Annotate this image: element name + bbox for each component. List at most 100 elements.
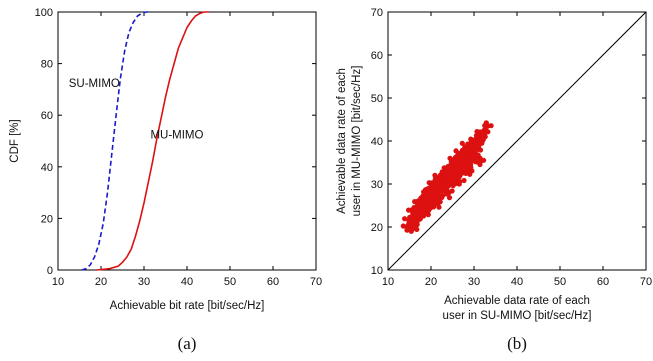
cdf-x-tick-label: 70 — [310, 276, 322, 288]
scatter-point — [444, 187, 450, 193]
scatter-point — [416, 212, 423, 218]
cdf-x-tick-label: 40 — [181, 276, 193, 288]
scatter-point — [465, 163, 471, 169]
scatter-point — [425, 208, 432, 214]
scatter-point — [414, 221, 420, 228]
scatter-point — [474, 129, 480, 135]
scatter-point — [443, 191, 449, 197]
scatter-point — [459, 147, 465, 153]
scatter-point — [474, 152, 480, 158]
scatter-point — [435, 178, 441, 185]
series-line-mu-mimo — [96, 11, 209, 271]
scatter-x-tick-label: 70 — [640, 276, 652, 288]
scatter-point — [437, 199, 443, 205]
scatter-point — [406, 225, 412, 231]
scatter-y-tick-label: 30 — [371, 179, 383, 191]
scatter-point — [439, 184, 445, 190]
scatter-point — [473, 133, 479, 139]
caption-b: (b) — [507, 334, 527, 353]
scatter-y-tick-label: 50 — [371, 93, 383, 105]
scatter-x-tick-label: 60 — [597, 276, 609, 288]
cdf-series-group — [81, 11, 209, 271]
scatter-point — [406, 207, 412, 213]
scatter-point — [410, 217, 416, 223]
scatter-y-tick-label: 60 — [371, 50, 383, 62]
scatter-point — [461, 177, 467, 184]
scatter-point — [441, 171, 447, 177]
scatter-point — [449, 188, 455, 194]
scatter-point — [472, 137, 478, 143]
scatter-point — [425, 186, 431, 192]
scatter-point — [447, 155, 453, 161]
cdf-ticks: 10 20 30 40 50 60 70 0 20 40 60 80 100 — [35, 7, 322, 288]
series-line-su-mimo — [81, 11, 151, 271]
scatter-point — [479, 130, 485, 136]
annotation-mu-mimo: MU-MIMO — [150, 129, 203, 141]
scatter-point — [459, 140, 465, 146]
scatter-point — [433, 199, 439, 205]
cdf-y-tick-label: 0 — [47, 265, 53, 277]
scatter-x-axis-label-line1: Achievable data rate of each — [444, 295, 590, 307]
scatter-x-tick-label: 30 — [468, 276, 480, 288]
scatter-point — [488, 123, 494, 129]
scatter-y-axis-label-line2: user in MU-MIMO [bit/sec/Hz] — [351, 66, 363, 217]
scatter-x-tick-label: 20 — [425, 276, 437, 288]
scatter-point — [468, 153, 474, 160]
scatter-ticks: 10 20 30 40 50 60 70 10 20 30 40 50 60 70 — [371, 7, 652, 288]
scatter-y-axis-label-line1: Achievable data rate of each — [336, 68, 348, 214]
cdf-y-tick-label: 40 — [41, 162, 53, 174]
scatter-point — [468, 136, 474, 142]
scatter-x-tick-label: 50 — [554, 276, 566, 288]
cdf-x-tick-label: 20 — [95, 276, 107, 288]
scatter-point — [447, 174, 454, 180]
scatter-point — [421, 212, 427, 218]
scatter-point — [400, 223, 406, 229]
scatter-point — [431, 204, 437, 210]
scatter-point — [436, 204, 442, 210]
cdf-x-tick-label: 50 — [224, 276, 236, 288]
scatter-reference-group — [387, 11, 647, 271]
scatter-point — [420, 205, 426, 211]
scatter-y-tick-label: 70 — [371, 7, 383, 19]
scatter-point — [454, 159, 460, 166]
scatter-point — [429, 184, 436, 190]
scatter-point — [458, 152, 464, 158]
scatter-chart-panel: 10 20 30 40 50 60 70 10 20 30 40 50 60 70 Achievable … — [336, 7, 652, 353]
scatter-x-tick-label: 10 — [382, 276, 394, 288]
scatter-point — [467, 171, 473, 177]
scatter-point — [472, 141, 478, 147]
scatter-point — [453, 148, 459, 154]
annotation-su-mimo: SU-MIMO — [69, 78, 120, 90]
scatter-point — [446, 195, 453, 201]
scatter-point — [429, 189, 435, 195]
scatter-point — [477, 161, 483, 168]
scatter-point — [421, 189, 427, 195]
scatter-point — [472, 159, 478, 165]
scatter-point — [465, 141, 471, 147]
scatter-point — [417, 216, 423, 222]
scatter-point — [463, 170, 469, 176]
scatter-point — [402, 216, 408, 222]
scatter-point — [454, 153, 460, 159]
scatter-point — [441, 165, 447, 171]
cdf-y-tick-label: 100 — [35, 7, 53, 19]
scatter-point — [445, 163, 451, 170]
cdf-y-tick-label: 80 — [41, 59, 53, 71]
cdf-plot-frame — [57, 11, 317, 271]
scatter-point — [453, 166, 459, 172]
scatter-point — [411, 211, 418, 217]
cdf-x-axis-label: Achievable bit rate [bit/sec/Hz] — [110, 300, 265, 312]
caption-a: (a) — [178, 334, 197, 353]
scatter-point — [425, 212, 431, 218]
scatter-x-tick-label: 40 — [511, 276, 523, 288]
scatter-point — [449, 163, 455, 169]
cdf-y-axis-label: CDF [%] — [9, 119, 21, 162]
scatter-point — [432, 172, 438, 178]
scatter-x-axis-label-line2: user in SU-MIMO [bit/sec/Hz] — [443, 310, 592, 322]
cdf-x-tick-label: 30 — [138, 276, 150, 288]
scatter-point — [411, 205, 417, 211]
scatter-point — [456, 181, 462, 187]
scatter-point — [484, 128, 490, 134]
scatter-point — [426, 180, 432, 186]
